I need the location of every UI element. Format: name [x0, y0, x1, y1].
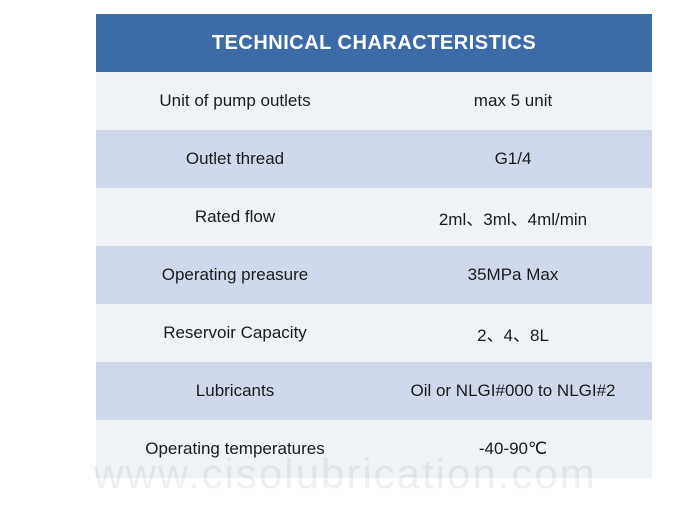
row-value: G1/4 [374, 130, 652, 188]
row-label: Lubricants [96, 362, 374, 420]
row-label: Rated flow [96, 188, 374, 246]
row-value: Oil or NLGI#000 to NLGI#2 [374, 362, 652, 420]
row-label: Reservoir Capacity [96, 304, 374, 362]
table-row: Rated flow 2ml、3ml、4ml/min [96, 188, 652, 246]
row-value: 2ml、3ml、4ml/min [374, 188, 652, 246]
row-label: Outlet thread [96, 130, 374, 188]
table-row: Operating temperatures -40-90℃ [96, 420, 652, 478]
table-row: Outlet thread G1/4 [96, 130, 652, 188]
table-row: Reservoir Capacity 2、4、8L [96, 304, 652, 362]
row-value: -40-90℃ [374, 420, 652, 478]
row-value: max 5 unit [374, 72, 652, 130]
row-value: 35MPa Max [374, 246, 652, 304]
table-row: Unit of pump outlets max 5 unit [96, 72, 652, 130]
row-value: 2、4、8L [374, 304, 652, 362]
row-label: Unit of pump outlets [96, 72, 374, 130]
table-header: TECHNICAL CHARACTERISTICS [96, 14, 652, 72]
table-row: Operating preasure 35MPa Max [96, 246, 652, 304]
row-label: Operating temperatures [96, 420, 374, 478]
row-label: Operating preasure [96, 246, 374, 304]
specs-table: TECHNICAL CHARACTERISTICS Unit of pump o… [96, 14, 652, 478]
table-row: Lubricants Oil or NLGI#000 to NLGI#2 [96, 362, 652, 420]
